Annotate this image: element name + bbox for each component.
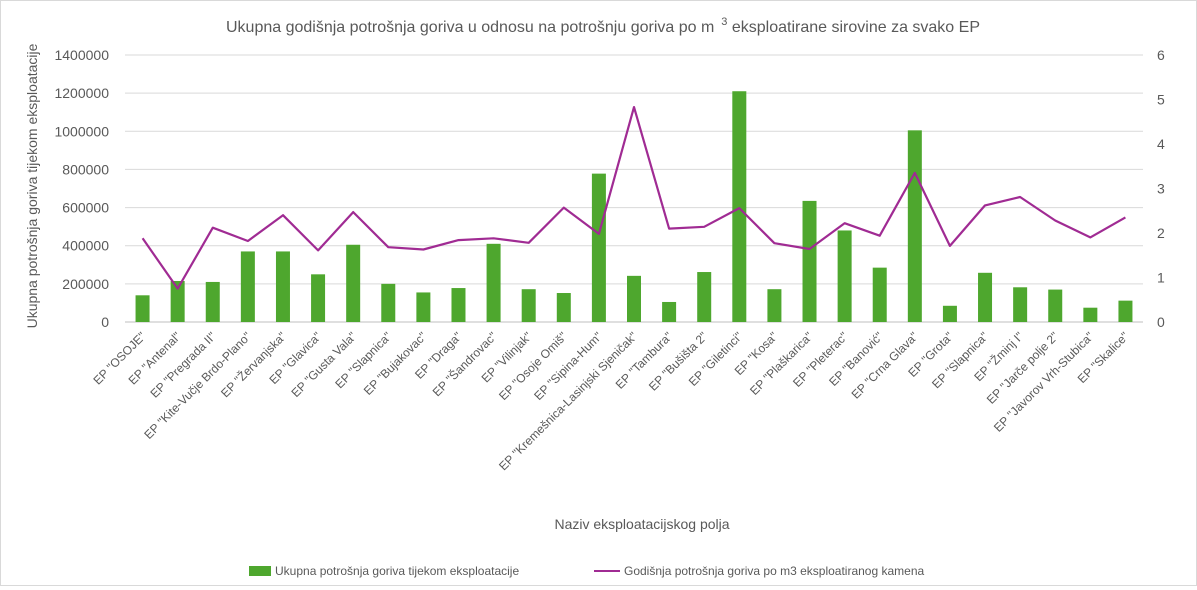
- bar: [591, 173, 606, 322]
- y-tick-label: 600000: [62, 200, 109, 216]
- gridlines: [125, 54, 1143, 323]
- series-line: [141, 105, 1126, 290]
- bar: [662, 301, 677, 322]
- y-tick-label: 400000: [62, 238, 109, 254]
- bar: [1118, 300, 1133, 322]
- chart-title-superscript: 3: [721, 16, 727, 28]
- bar: [486, 243, 501, 322]
- x-axis-label: Naziv eksploatacijskog polja: [554, 516, 729, 532]
- y2-tick-label: 2: [1157, 225, 1165, 241]
- bar: [697, 272, 712, 322]
- x-axis-ticks: EP "OSOJE"EP "Antenal"EP "Pregrada II"EP…: [90, 329, 1131, 474]
- y2-tick-label: 0: [1157, 314, 1165, 330]
- y2-tick-label: 1: [1157, 270, 1165, 286]
- y-axis-label: Ukupna potrošnja goriva tijekom eksploat…: [24, 43, 40, 328]
- bar: [1083, 307, 1098, 322]
- y-tick-label: 1200000: [54, 85, 109, 101]
- y2-tick-label: 5: [1157, 92, 1165, 108]
- y-tick-label: 0: [101, 314, 109, 330]
- y-tick-label: 200000: [62, 276, 109, 292]
- bar: [1013, 287, 1028, 322]
- y-tick-label: 1400000: [54, 47, 109, 63]
- left-axis-ticks: 0 200000 400000 600000 800000 1000000 1200000 1…: [54, 47, 109, 330]
- y2-tick-label: 6: [1157, 47, 1165, 63]
- bar: [627, 275, 641, 322]
- bar: [521, 289, 536, 322]
- legend: Ukupna potrošnja goriva tijekom eksploat…: [249, 564, 925, 578]
- bar: [907, 130, 922, 322]
- y-tick-label: 1000000: [54, 123, 109, 139]
- chart-title-suffix: eksploatirane sirovine za svako EP: [727, 19, 980, 36]
- bar: [978, 272, 993, 322]
- bar: [381, 283, 396, 322]
- legend-label-line: Godišnja potrošnja goriva po m3 eksploat…: [624, 564, 925, 578]
- chart-title: Ukupna godišnja potrošnja goriva u odnos…: [226, 16, 980, 36]
- bar: [135, 295, 150, 322]
- bar: [1048, 289, 1063, 322]
- line-series: [141, 105, 1126, 290]
- y2-tick-label: 3: [1157, 181, 1165, 197]
- legend-swatch-bars: [249, 566, 271, 576]
- y-tick-label: 800000: [62, 161, 109, 177]
- bar-series: [135, 91, 1133, 322]
- bar: [205, 281, 220, 322]
- bar: [556, 293, 571, 322]
- bar: [416, 292, 431, 322]
- bar: [942, 305, 957, 322]
- bar: [767, 289, 782, 322]
- bar: [240, 251, 255, 322]
- bar: [275, 251, 290, 322]
- bar: [346, 244, 361, 322]
- right-axis-ticks: 0 1 2 3 4 5 6: [1157, 47, 1165, 330]
- bar: [170, 280, 185, 322]
- legend-label-bars: Ukupna potrošnja goriva tijekom eksploat…: [275, 564, 519, 578]
- bar: [802, 200, 817, 322]
- bar: [451, 288, 466, 322]
- bar: [872, 267, 887, 322]
- y2-tick-label: 4: [1157, 136, 1165, 152]
- bar: [311, 274, 326, 322]
- bar: [837, 230, 852, 322]
- chart-title-main: Ukupna godišnja potrošnja goriva u odnos…: [226, 19, 714, 36]
- bar: [732, 91, 747, 322]
